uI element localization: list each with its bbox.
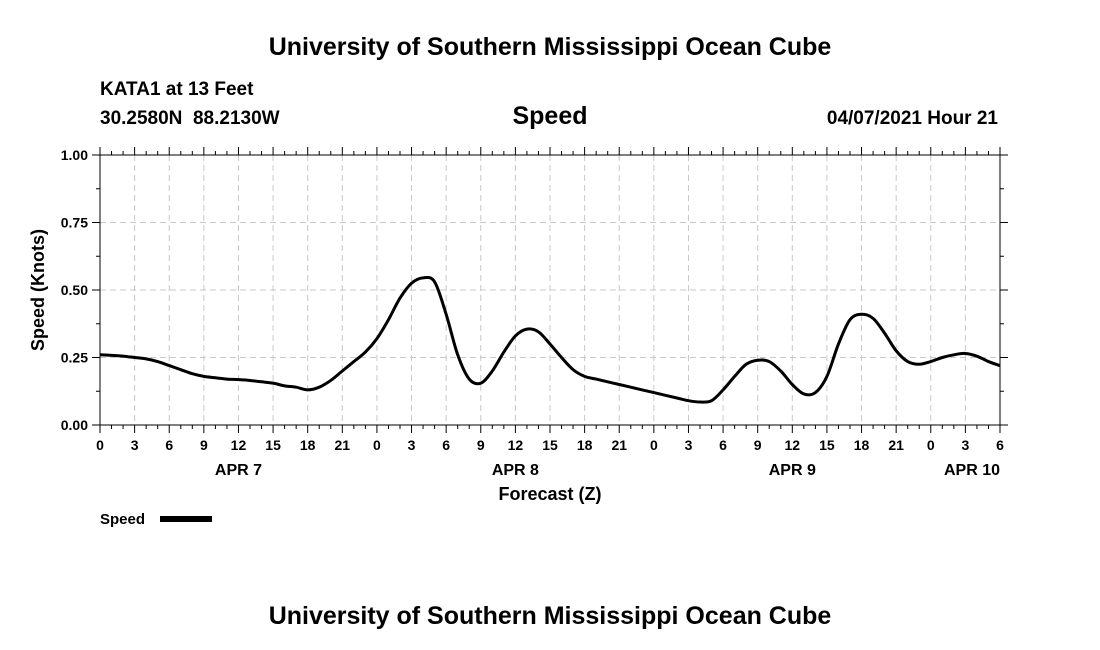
x-tick-label: 15: [542, 437, 558, 453]
x-tick-label: 12: [785, 437, 801, 453]
legend-label: Speed: [100, 511, 145, 528]
coordinates-label: 30.2580N 88.2130W: [100, 108, 280, 129]
x-tick-label: 6: [442, 437, 450, 453]
date-label: APR 10: [944, 462, 1000, 479]
x-tick-label: 9: [200, 437, 208, 453]
date-label: APR 7: [215, 462, 262, 479]
x-tick-label: 21: [335, 437, 351, 453]
x-tick-label: 9: [754, 437, 762, 453]
x-tick-label: 18: [577, 437, 593, 453]
x-tick-label: 3: [685, 437, 693, 453]
x-tick-label: 21: [611, 437, 627, 453]
date-label: APR 9: [769, 462, 816, 479]
legend-swatch: [160, 516, 212, 522]
date-labels: APR 7 APR 8 APR 9 APR 10: [215, 462, 1000, 479]
y-tick-label: 0.00: [61, 417, 88, 433]
axis-ticks: [92, 147, 1008, 433]
bottom-title: University of Southern Mississippi Ocean…: [269, 602, 832, 630]
x-tick-label: 15: [819, 437, 835, 453]
x-tick-label: 18: [854, 437, 870, 453]
x-tick-label: 18: [300, 437, 316, 453]
x-tick-label: 3: [408, 437, 416, 453]
x-tick-label: 6: [719, 437, 727, 453]
station-label: KATA1 at 13 Feet: [100, 79, 254, 100]
y-tick-label: 0.75: [61, 215, 88, 231]
x-tick-label: 15: [265, 437, 281, 453]
x-tick-label: 0: [373, 437, 381, 453]
y-tick-label: 0.25: [61, 350, 88, 366]
y-axis-title: Speed (Knots): [28, 229, 48, 351]
y-tick-label: 1.00: [61, 147, 88, 163]
x-tick-label: 6: [996, 437, 1004, 453]
x-tick-label: 0: [96, 437, 104, 453]
x-tick-label: 21: [888, 437, 904, 453]
grid-lines: [100, 155, 1000, 425]
y-tick-labels: 0.00 0.25 0.50 0.75 1.00: [61, 147, 88, 433]
x-tick-label: 0: [927, 437, 935, 453]
x-tick-label: 0: [650, 437, 658, 453]
datetime-label: 04/07/2021 Hour 21: [827, 108, 999, 129]
chart-variable-title: Speed: [512, 102, 587, 130]
x-tick-label: 9: [477, 437, 485, 453]
x-tick-label: 3: [961, 437, 969, 453]
x-axis-title: Forecast (Z): [498, 484, 601, 504]
top-title: University of Southern Mississippi Ocean…: [269, 33, 832, 61]
speed-series-line: [99, 275, 1001, 404]
date-label: APR 8: [492, 462, 539, 479]
x-tick-label: 12: [231, 437, 247, 453]
x-tick-labels: 0 3 6 9 12 15 18 21 0 3 6 9 12 15 18 21 0 3 6 9 12 15 18 21 0 3 6: [96, 437, 1004, 453]
y-tick-label: 0.50: [61, 282, 88, 298]
x-tick-label: 3: [131, 437, 139, 453]
x-tick-label: 12: [508, 437, 524, 453]
x-tick-label: 6: [165, 437, 173, 453]
